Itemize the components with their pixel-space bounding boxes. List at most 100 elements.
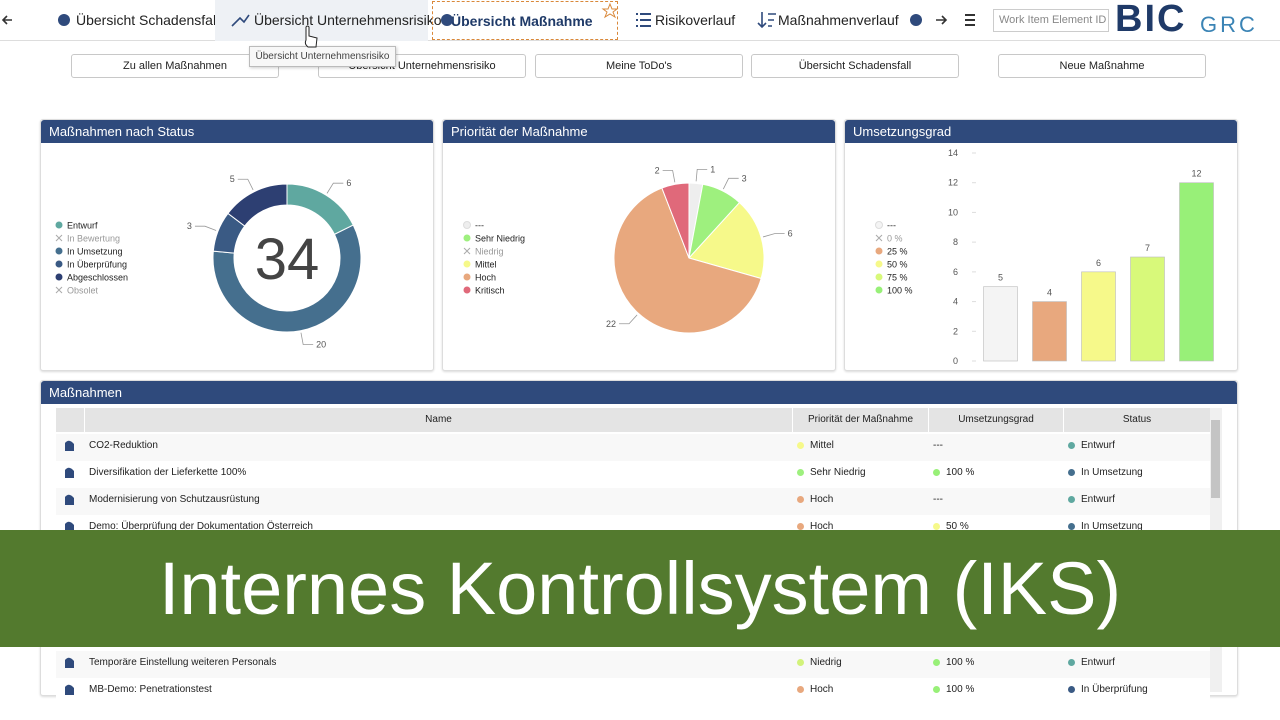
legend-label: Niedrig: [475, 247, 504, 257]
bar: [1180, 183, 1214, 361]
cell-text: 100 %: [946, 467, 974, 478]
nav-tab[interactable]: Risikoverlauf: [637, 0, 747, 41]
bar: [1033, 302, 1067, 361]
label-connector: [763, 234, 785, 237]
value-label: 12: [1191, 169, 1201, 179]
table-cell: Diversifikation der Lieferkette 100%: [89, 466, 787, 480]
label-connector: [327, 183, 343, 193]
legend-marker: [464, 274, 471, 281]
cell-text: In Umsetzung: [1081, 467, 1143, 478]
value-label: 5: [998, 273, 1003, 283]
legend-marker: [876, 248, 883, 255]
status-dot: [797, 496, 804, 503]
chart-panel: Priorität der Maßnahme---Sehr NiedrigNie…: [442, 119, 836, 371]
logo-main: BIC: [1115, 0, 1186, 41]
cell-text: 100 %: [946, 657, 974, 668]
legend-marker-hidden: [56, 235, 62, 241]
slice: [228, 184, 287, 226]
action-button[interactable]: Neue Maßnahme: [998, 54, 1206, 78]
y-tick-label: 0: [953, 356, 958, 366]
table-cell: MB-Demo: Penetrationstest: [89, 683, 787, 697]
y-tick-label: 10: [948, 207, 958, 217]
cell-text: In Überprüfung: [1081, 684, 1148, 695]
nav-tab[interactable]: Übersicht Schadensfall: [58, 0, 208, 41]
action-button[interactable]: Meine ToDo's: [535, 54, 743, 78]
table-cell: Modernisierung von Schutzausrüstung: [89, 493, 787, 507]
legend-label: 25 %: [887, 247, 908, 257]
panel-title: Maßnahmen: [41, 381, 1237, 404]
y-tick-label: 6: [953, 267, 958, 277]
scrollbar-thumb: [1211, 420, 1220, 498]
panel-title: Maßnahmen nach Status: [41, 120, 433, 143]
tooltip: Übersicht Unternehmensrisiko: [249, 46, 396, 67]
table-cell: Entwurf: [1068, 439, 1205, 453]
table-cell: In Umsetzung: [1068, 466, 1205, 480]
legend-label: Kritisch: [475, 286, 505, 296]
value-label: 22: [606, 319, 616, 329]
nav-tab[interactable]: Maßnahmenverlauf: [760, 0, 910, 41]
table-cell: Mittel: [797, 439, 923, 453]
search-input[interactable]: Work Item Element ID: [993, 9, 1109, 32]
legend-label: Hoch: [475, 273, 496, 283]
cell-text: Mittel: [810, 440, 834, 451]
table-cell: Niedrig: [797, 656, 923, 670]
status-dot: [933, 659, 940, 666]
y-tick-label: 4: [953, 297, 958, 307]
table-cell: Sehr Niedrig: [797, 466, 923, 480]
legend-marker: [464, 261, 471, 268]
logo-sub: GRC: [1200, 12, 1258, 38]
y-tick-label: 2: [953, 326, 958, 336]
legend-label: In Bewertung: [67, 234, 120, 244]
nav-tab[interactable]: Übersicht Unternehmensrisiko: [215, 0, 428, 41]
legend-label: 100 %: [887, 286, 913, 296]
bar: [1131, 257, 1165, 361]
table-cell: In Überprüfung: [1068, 683, 1205, 697]
value-label: 7: [1145, 243, 1150, 253]
table-cell: 100 %: [933, 656, 1058, 670]
legend-marker-hidden: [876, 235, 882, 241]
status-dot: [933, 523, 940, 530]
legend-label: 0 %: [887, 234, 903, 244]
legend-label: 50 %: [887, 260, 908, 270]
status-dot: [797, 523, 804, 530]
cell-text: MB-Demo: Penetrationstest: [89, 684, 212, 695]
legend-label: Entwurf: [67, 221, 98, 231]
column-header: Status: [1063, 408, 1210, 432]
action-button[interactable]: Zu allen Maßnahmen: [71, 54, 279, 78]
cell-text: Modernisierung von Schutzausrüstung: [89, 494, 260, 505]
legend-marker: [464, 222, 471, 229]
nav-tab[interactable]: Übersicht Maßnahme: [432, 1, 618, 40]
y-tick-label: 8: [953, 237, 958, 247]
status-dot: [1068, 442, 1075, 449]
value-label: 6: [346, 178, 351, 188]
chart-panel: Maßnahmen nach Status Entwurf In Bewertung…: [40, 119, 434, 371]
cell-text: 100 %: [946, 684, 974, 695]
cell-text: ---: [933, 494, 943, 505]
panel-title: Priorität der Maßnahme: [443, 120, 835, 143]
chart: ---Sehr NiedrigNiedrigMittelHochKritisch…: [443, 143, 835, 370]
cell-text: Hoch: [810, 494, 833, 505]
value-label: 3: [742, 173, 747, 183]
banner: Internes Kontrollsystem (IKS): [0, 530, 1280, 647]
status-dot: [797, 686, 804, 693]
cell-text: Diversifikation der Lieferkette 100%: [89, 467, 246, 478]
status-dot: [797, 442, 804, 449]
value-label: 20: [316, 340, 326, 350]
legend-label: Mittel: [475, 260, 497, 270]
bar: [984, 287, 1018, 361]
legend-label: ---: [475, 221, 484, 231]
cell-text: Entwurf: [1081, 657, 1115, 668]
column-header: Name: [84, 408, 792, 432]
table-cell: 100 %: [933, 683, 1058, 697]
cell-text: Entwurf: [1081, 440, 1115, 451]
legend-label: In Überprüfung: [67, 260, 127, 270]
column-header: Umsetzungsgrad: [928, 408, 1063, 432]
status-dot: [1068, 523, 1075, 530]
legend-label: 75 %: [887, 273, 908, 283]
legend-label: In Umsetzung: [67, 247, 123, 257]
legend-marker: [56, 222, 63, 229]
action-button[interactable]: Übersicht Schadensfall: [751, 54, 959, 78]
label-connector: [696, 169, 707, 181]
